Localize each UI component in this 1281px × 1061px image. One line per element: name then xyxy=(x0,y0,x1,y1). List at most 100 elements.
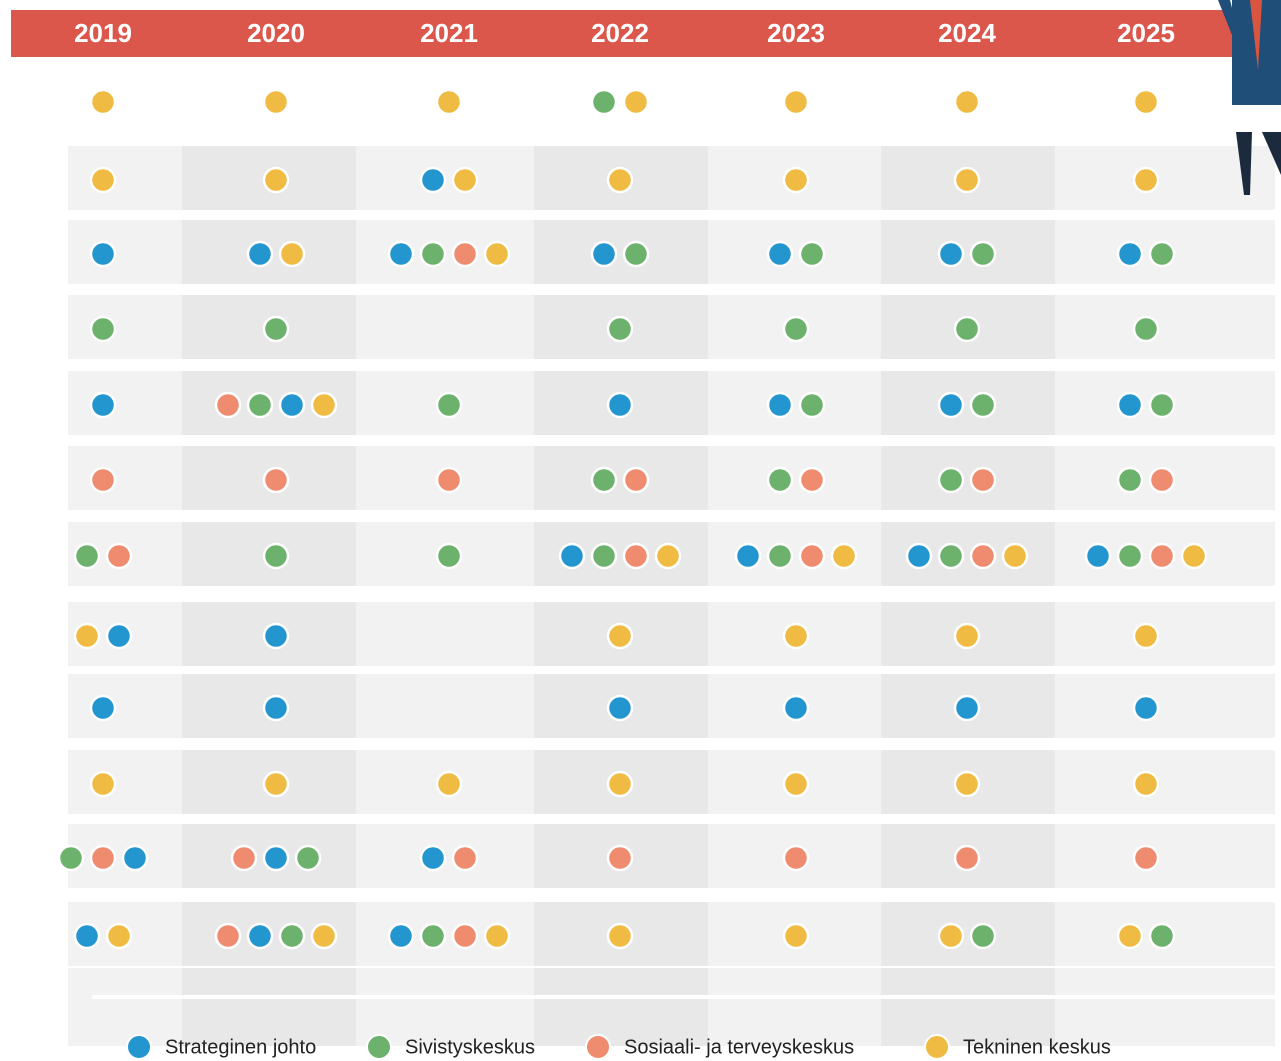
dot xyxy=(1118,544,1142,568)
dot xyxy=(232,846,256,870)
dot xyxy=(264,90,288,114)
dot xyxy=(784,90,808,114)
dot xyxy=(1150,393,1174,417)
dot xyxy=(1134,846,1158,870)
dot xyxy=(768,468,792,492)
dot xyxy=(955,624,979,648)
dot xyxy=(656,544,680,568)
dot xyxy=(389,242,413,266)
column-shade xyxy=(881,446,1055,510)
dot xyxy=(264,317,288,341)
dot xyxy=(107,624,131,648)
dot xyxy=(91,317,115,341)
dot xyxy=(264,168,288,192)
year-label: 2025 xyxy=(1117,18,1175,48)
legend-dot xyxy=(925,1035,949,1059)
dot xyxy=(624,90,648,114)
dot xyxy=(421,168,445,192)
dot xyxy=(608,317,632,341)
dot xyxy=(939,468,963,492)
dot xyxy=(971,468,995,492)
year-label: 2020 xyxy=(247,18,305,48)
dot xyxy=(453,168,477,192)
dot xyxy=(624,468,648,492)
dot xyxy=(939,544,963,568)
dot xyxy=(1150,242,1174,266)
dot xyxy=(608,924,632,948)
dot xyxy=(1086,544,1110,568)
dot xyxy=(784,696,808,720)
dot xyxy=(1134,317,1158,341)
dot xyxy=(955,90,979,114)
dot xyxy=(280,393,304,417)
dot xyxy=(75,924,99,948)
dot xyxy=(264,772,288,796)
dot xyxy=(768,242,792,266)
dot xyxy=(608,624,632,648)
dot xyxy=(91,846,115,870)
dot xyxy=(784,317,808,341)
dot xyxy=(784,624,808,648)
dot xyxy=(832,544,856,568)
dot xyxy=(784,846,808,870)
dot xyxy=(248,393,272,417)
dot xyxy=(560,544,584,568)
dot xyxy=(939,393,963,417)
dot xyxy=(91,90,115,114)
column-shade xyxy=(182,968,356,1046)
dot xyxy=(1182,544,1206,568)
dot xyxy=(624,242,648,266)
dot xyxy=(296,846,320,870)
dot xyxy=(784,924,808,948)
dot xyxy=(437,393,461,417)
dot xyxy=(800,242,824,266)
legend-label: Sosiaali- ja terveyskeskus xyxy=(624,1036,854,1058)
dot xyxy=(955,168,979,192)
dot xyxy=(421,924,445,948)
legend-label: Sivistyskeskus xyxy=(405,1036,535,1058)
year-label: 2021 xyxy=(420,18,478,48)
dot xyxy=(1134,90,1158,114)
dot xyxy=(485,924,509,948)
dot xyxy=(437,90,461,114)
dot xyxy=(264,468,288,492)
dot xyxy=(216,393,240,417)
dot xyxy=(971,393,995,417)
column-shade xyxy=(534,968,708,1046)
dot xyxy=(971,924,995,948)
dot xyxy=(608,393,632,417)
dot xyxy=(1150,544,1174,568)
dot xyxy=(800,468,824,492)
dot xyxy=(264,696,288,720)
column-shade xyxy=(534,220,708,284)
legend-label: Tekninen keskus xyxy=(963,1036,1111,1058)
dot xyxy=(1134,168,1158,192)
dot xyxy=(768,544,792,568)
dot xyxy=(123,846,147,870)
dot xyxy=(768,393,792,417)
dot xyxy=(971,544,995,568)
legend-label: Strateginen johto xyxy=(165,1036,316,1058)
dot xyxy=(107,924,131,948)
dot xyxy=(248,242,272,266)
legend-dot xyxy=(367,1035,391,1059)
year-label: 2023 xyxy=(767,18,825,48)
dot xyxy=(592,468,616,492)
year-label: 2019 xyxy=(74,18,132,48)
dot xyxy=(91,393,115,417)
dot xyxy=(784,168,808,192)
dot xyxy=(75,544,99,568)
dot xyxy=(624,544,648,568)
dot xyxy=(453,846,477,870)
dot xyxy=(971,242,995,266)
dot xyxy=(955,696,979,720)
dot xyxy=(216,924,240,948)
dot xyxy=(437,468,461,492)
column-shade xyxy=(881,968,1055,1046)
dot xyxy=(437,772,461,796)
dot xyxy=(312,924,336,948)
dot xyxy=(91,242,115,266)
dot xyxy=(453,924,477,948)
column-shade xyxy=(881,902,1055,966)
legend-dot xyxy=(586,1035,610,1059)
